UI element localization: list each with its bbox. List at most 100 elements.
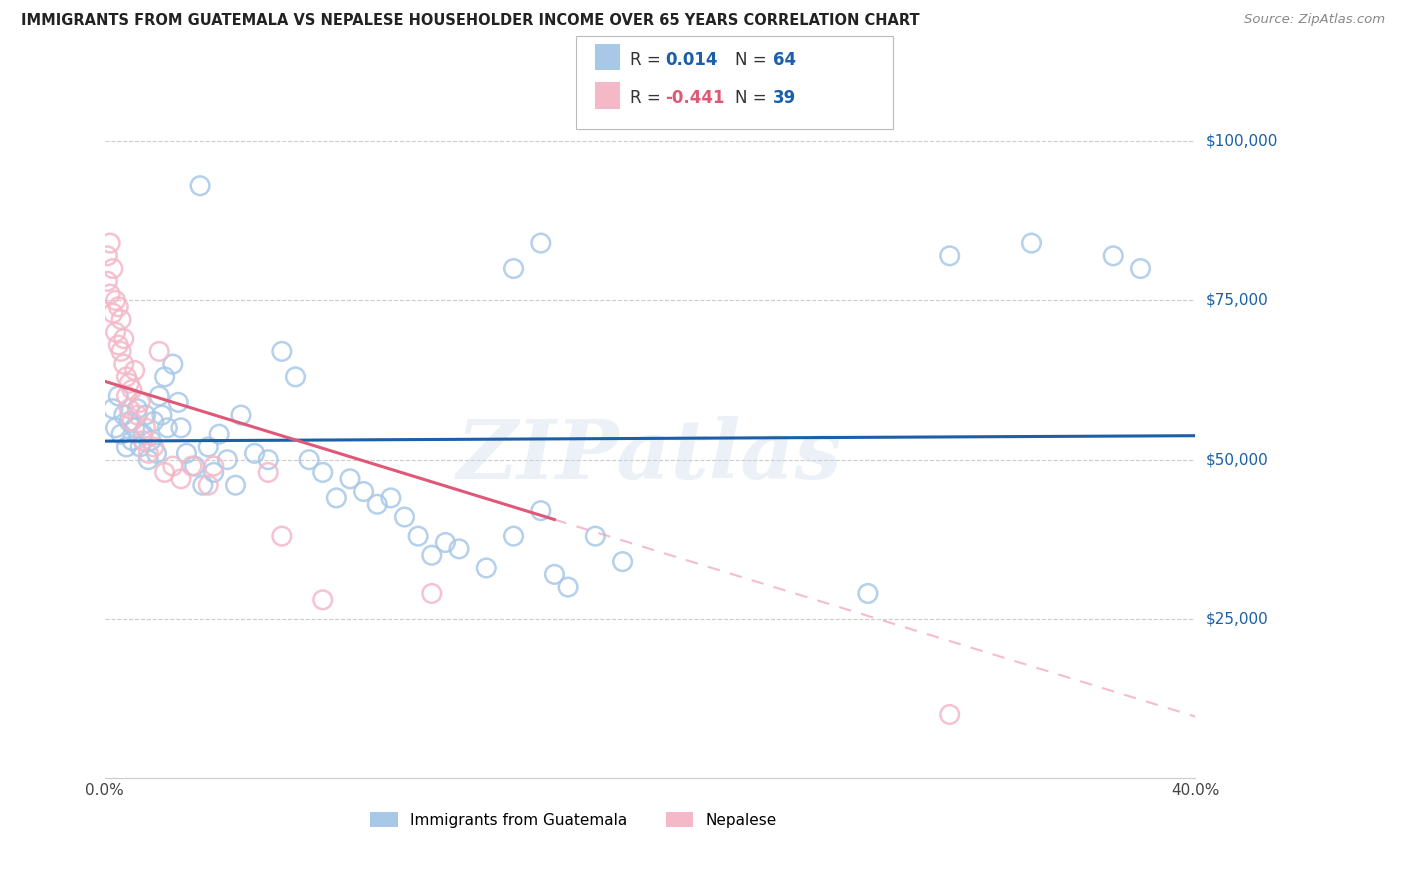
Point — [112, 408, 135, 422]
Point — [557, 580, 579, 594]
Point — [135, 408, 157, 422]
Point — [612, 555, 634, 569]
Point — [104, 421, 127, 435]
Text: R =: R = — [630, 51, 666, 69]
Point — [339, 472, 361, 486]
Text: -0.441: -0.441 — [665, 89, 724, 107]
Point — [148, 389, 170, 403]
Point — [394, 510, 416, 524]
Text: ZIPatlas: ZIPatlas — [457, 416, 842, 496]
Point — [129, 395, 152, 409]
Text: $75,000: $75,000 — [1206, 293, 1268, 308]
Point — [132, 434, 155, 448]
Point — [121, 434, 143, 448]
Point — [167, 395, 190, 409]
Point — [132, 427, 155, 442]
Point — [420, 548, 443, 562]
Point — [170, 472, 193, 486]
Point — [98, 236, 121, 251]
Point — [139, 434, 162, 448]
Point — [475, 561, 498, 575]
Point — [583, 529, 606, 543]
Point — [115, 389, 138, 403]
Point — [502, 529, 524, 543]
Point — [938, 249, 960, 263]
Point — [298, 452, 321, 467]
Point — [121, 414, 143, 428]
Point — [325, 491, 347, 505]
Point — [112, 357, 135, 371]
Point — [142, 440, 165, 454]
Point — [118, 376, 141, 391]
Point — [121, 383, 143, 397]
Point — [284, 369, 307, 384]
Point — [176, 446, 198, 460]
Point — [543, 567, 565, 582]
Point — [107, 389, 129, 403]
Point — [101, 261, 124, 276]
Text: N =: N = — [735, 89, 766, 107]
Text: R =: R = — [630, 89, 666, 107]
Point — [124, 363, 146, 377]
Point — [136, 446, 159, 460]
Text: 0.014: 0.014 — [665, 51, 717, 69]
Point — [1129, 261, 1152, 276]
Point — [270, 529, 292, 543]
Point — [202, 466, 225, 480]
Point — [229, 408, 252, 422]
Point — [243, 446, 266, 460]
Point — [115, 369, 138, 384]
Point — [197, 478, 219, 492]
Point — [380, 491, 402, 505]
Point — [101, 306, 124, 320]
Legend: Immigrants from Guatemala, Nepalese: Immigrants from Guatemala, Nepalese — [364, 805, 783, 834]
Point — [162, 458, 184, 473]
Point — [938, 707, 960, 722]
Point — [112, 332, 135, 346]
Point — [217, 452, 239, 467]
Point — [115, 440, 138, 454]
Point — [202, 458, 225, 473]
Point — [107, 300, 129, 314]
Point — [447, 541, 470, 556]
Point — [208, 427, 231, 442]
Point — [127, 401, 149, 416]
Point — [257, 466, 280, 480]
Point — [1102, 249, 1125, 263]
Point — [104, 293, 127, 308]
Point — [1021, 236, 1043, 251]
Point — [530, 503, 553, 517]
Point — [257, 452, 280, 467]
Point — [312, 466, 335, 480]
Point — [191, 478, 214, 492]
Point — [366, 497, 388, 511]
Text: IMMIGRANTS FROM GUATEMALA VS NEPALESE HOUSEHOLDER INCOME OVER 65 YEARS CORRELATI: IMMIGRANTS FROM GUATEMALA VS NEPALESE HO… — [21, 13, 920, 29]
Text: $100,000: $100,000 — [1206, 134, 1278, 149]
Point — [353, 484, 375, 499]
Point — [110, 312, 132, 326]
Point — [118, 414, 141, 428]
Text: Source: ZipAtlas.com: Source: ZipAtlas.com — [1244, 13, 1385, 27]
Text: $25,000: $25,000 — [1206, 611, 1268, 626]
Point — [156, 421, 179, 435]
Point — [145, 446, 167, 460]
Point — [148, 344, 170, 359]
Point — [110, 427, 132, 442]
Point — [856, 586, 879, 600]
Point — [98, 287, 121, 301]
Point — [110, 344, 132, 359]
Point — [124, 421, 146, 435]
Point — [170, 421, 193, 435]
Text: 39: 39 — [773, 89, 797, 107]
Point — [530, 236, 553, 251]
Point — [136, 452, 159, 467]
Point — [96, 274, 118, 288]
Point — [180, 458, 202, 473]
Point — [142, 414, 165, 428]
Text: 64: 64 — [773, 51, 796, 69]
Point — [312, 592, 335, 607]
Point — [127, 408, 149, 422]
Text: $50,000: $50,000 — [1206, 452, 1268, 467]
Point — [129, 440, 152, 454]
Point — [225, 478, 247, 492]
